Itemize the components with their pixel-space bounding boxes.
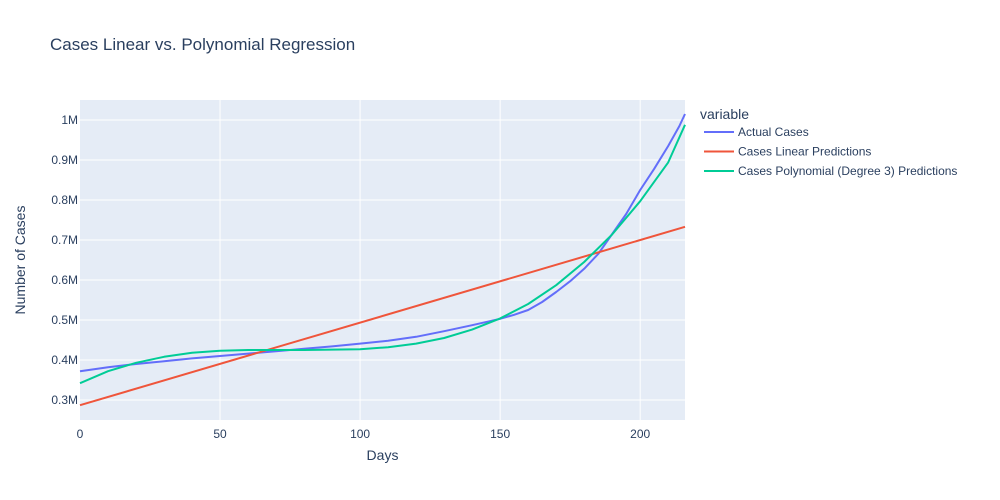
legend-label: Actual Cases: [738, 125, 809, 139]
y-tick-label: 0.7M: [51, 233, 78, 247]
y-tick-label: 0.3M: [51, 393, 78, 407]
legend-item-1[interactable]: Cases Linear Predictions: [704, 145, 871, 159]
x-tick-label: 150: [490, 427, 510, 441]
x-tick-label: 50: [213, 427, 227, 441]
series-line-2[interactable]: [79, 124, 686, 385]
plot-area: [80, 100, 685, 420]
y-tick-label: 0.9M: [51, 153, 78, 167]
legend-title: variable: [700, 106, 749, 122]
y-tick-label: 0.4M: [51, 353, 78, 367]
series-layer: [79, 113, 686, 407]
y-axis-title: Number of Cases: [12, 206, 28, 315]
y-tick-label: 0.6M: [51, 273, 78, 287]
y-tick-label: 0.8M: [51, 193, 78, 207]
x-tick-label: 0: [77, 427, 84, 441]
y-tick-label: 1M: [61, 113, 78, 127]
legend-item-2[interactable]: Cases Polynomial (Degree 3) Predictions: [704, 164, 957, 178]
legend-item-0[interactable]: Actual Cases: [704, 125, 809, 139]
y-tick-label: 0.5M: [51, 313, 78, 327]
x-tick-label: 200: [630, 427, 650, 441]
chart-title: Cases Linear vs. Polynomial Regression: [50, 35, 355, 54]
legend[interactable]: variable Actual Cases Cases Linear Predic…: [700, 106, 957, 178]
x-axis-ticks: 0 50 100 150 200: [77, 427, 651, 441]
x-tick-label: 100: [350, 427, 370, 441]
x-axis-title: Days: [367, 447, 399, 463]
legend-label: Cases Polynomial (Degree 3) Predictions: [738, 164, 957, 178]
legend-label: Cases Linear Predictions: [738, 145, 871, 159]
series-line-0[interactable]: [79, 113, 686, 373]
series-line-1[interactable]: [79, 225, 686, 407]
y-axis-ticks: 0.3M 0.4M 0.5M 0.6M 0.7M 0.8M 0.9M 1M: [51, 113, 78, 407]
